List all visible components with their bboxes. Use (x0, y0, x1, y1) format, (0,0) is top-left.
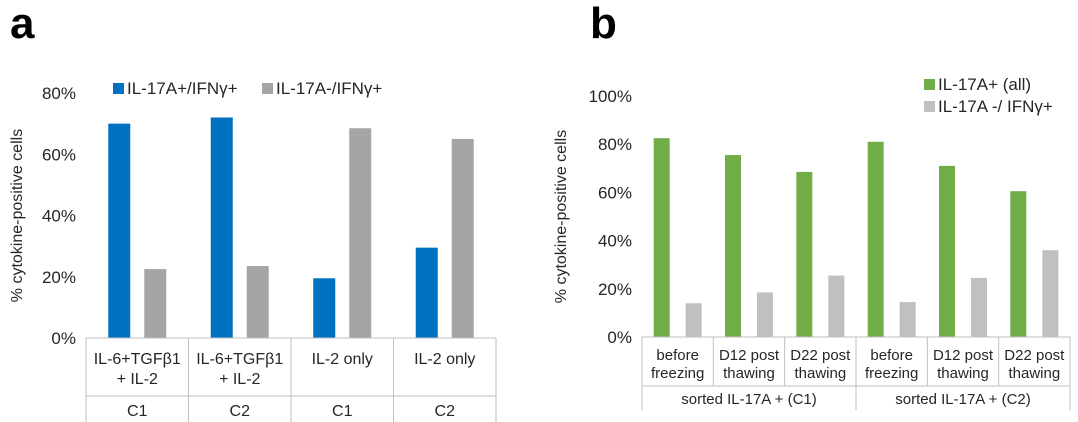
panel-a-label: a (10, 0, 35, 48)
bar-il-17a-all--6 (1010, 191, 1027, 337)
category-label: freezing (865, 365, 918, 382)
category-label: thawing (794, 365, 846, 382)
category-label: thawing (723, 365, 775, 382)
y-tick-label: 40% (598, 232, 632, 251)
category-label: IL-2 only (414, 351, 475, 368)
bar-il-17a-ifn--3 (828, 275, 845, 337)
group-label: C1 (127, 403, 148, 420)
bar-il-17a-ifn--4 (899, 302, 916, 337)
category-label: + IL-2 (117, 371, 158, 388)
chart-a: 0% 20% 40% 60% 80% % cytokine-positive cells I… (9, 79, 497, 422)
bar-il-17a-all--1 (653, 138, 670, 337)
legend-swatch (924, 101, 935, 112)
bar-il-17a-ifn--1 (108, 123, 131, 338)
group-label: C2 (435, 403, 456, 420)
y-tick-label: 60% (42, 145, 76, 164)
bar-il-17a-ifn--5 (971, 277, 987, 337)
y-tick-label: 20% (598, 280, 632, 299)
category-label: freezing (651, 365, 704, 382)
category-label: D12 post (933, 347, 994, 364)
legend-swatch (262, 83, 273, 94)
legend-swatch (113, 83, 124, 94)
chart-b: 0% 20% 40% 60% 80% 100% % cytokine-positive ce… (553, 75, 1071, 410)
category-label: before (870, 347, 913, 364)
category-label: IL-6+TGFβ1 (196, 351, 283, 368)
panel-b-label: b (590, 0, 617, 48)
category-label: thawing (1008, 365, 1060, 382)
y-tick-label: 40% (42, 207, 76, 226)
bar-il-17a-all--5 (939, 165, 955, 337)
category-label: thawing (937, 365, 989, 382)
legend-label: IL-17A+/IFNγ+ (127, 79, 238, 98)
y-tick-label: 100% (589, 87, 632, 106)
bar-il-17a-all--2 (725, 155, 741, 337)
category-label: IL-2 only (312, 351, 373, 368)
legend-label: IL-17A -/ IFNγ+ (938, 97, 1053, 116)
category-label: IL-6+TGFβ1 (94, 351, 181, 368)
bar-il-17a-ifn--3 (349, 128, 372, 338)
bar-il-17a-ifn--4 (451, 138, 474, 338)
bar-il-17a-ifn--1 (685, 303, 702, 337)
y-tick-label: 0% (51, 329, 76, 348)
y-axis-label: % cytokine-positive cells (553, 130, 570, 303)
legend-swatch (924, 79, 935, 90)
legend-label: IL-17A+ (all) (938, 75, 1031, 94)
bar-il-17a-ifn--2 (246, 266, 269, 338)
group-label: C1 (332, 403, 353, 420)
y-tick-label: 0% (607, 328, 632, 347)
group-label: sorted IL-17A + (C2) (895, 391, 1030, 408)
bar-il-17a-all--3 (796, 171, 813, 337)
legend-label: IL-17A-/IFNγ+ (276, 79, 382, 98)
category-label: D22 post (1004, 347, 1065, 364)
y-tick-label: 80% (598, 135, 632, 154)
bar-il-17a-ifn--1 (144, 269, 167, 338)
bar-il-17a-ifn--6 (1042, 250, 1059, 337)
category-label: + IL-2 (219, 371, 260, 388)
bar-il-17a-ifn--3 (313, 278, 336, 338)
group-label: C2 (230, 403, 251, 420)
category-label: before (656, 347, 699, 364)
y-tick-label: 20% (42, 268, 76, 287)
bar-il-17a-all--4 (867, 141, 884, 337)
group-label: sorted IL-17A + (C1) (681, 391, 816, 408)
bar-il-17a-ifn--2 (757, 292, 773, 337)
category-label: D12 post (719, 347, 780, 364)
y-tick-label: 60% (598, 183, 632, 202)
y-axis-label: % cytokine-positive cells (9, 129, 26, 302)
category-label: D22 post (790, 347, 851, 364)
y-tick-label: 80% (42, 84, 76, 103)
bar-il-17a-ifn--2 (210, 117, 233, 338)
bar-il-17a-ifn--4 (415, 247, 438, 338)
